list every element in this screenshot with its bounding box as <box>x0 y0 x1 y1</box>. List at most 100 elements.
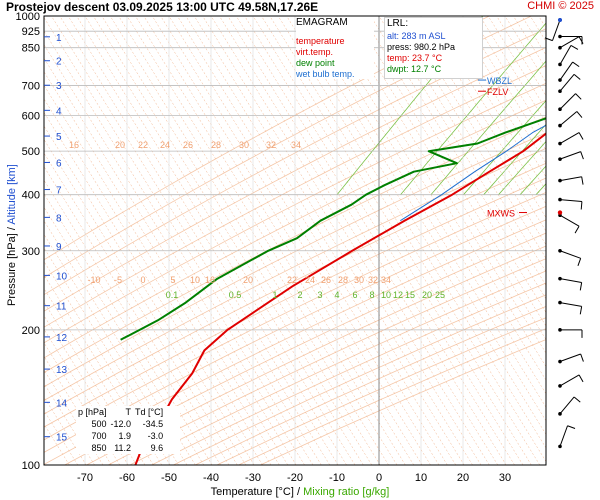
isotherm-line <box>177 16 456 465</box>
isotherm-line <box>44 274 162 465</box>
isotherm-line <box>44 193 213 465</box>
isotherm-line <box>471 16 546 137</box>
wind-barb-staff <box>559 250 581 259</box>
isotherm-line <box>479 16 546 124</box>
isotherm-line <box>143 16 423 465</box>
isotherm-label: 22 <box>287 275 297 285</box>
wind-barb-flag <box>575 93 582 100</box>
isotherm-line <box>387 16 546 273</box>
isotherm-line <box>44 328 129 465</box>
wind-barb <box>558 34 583 45</box>
isotherm-line <box>286 16 546 435</box>
lrl-dwpt: dwpt: 12.7 °C <box>387 64 442 74</box>
table-row: 700 1.9 -3.0 <box>76 430 165 442</box>
isotherm-line <box>109 16 389 465</box>
isotherm-line <box>269 16 546 462</box>
isotherm-line <box>244 16 524 465</box>
y-tick-label: 200 <box>22 325 40 337</box>
x-label-sep: / <box>297 486 301 498</box>
wind-barb-staff <box>559 425 568 447</box>
x-tick-label: -50 <box>161 472 177 484</box>
param-header-td: Td [°C] <box>135 407 164 417</box>
wind-barb-staff <box>559 374 580 387</box>
dry-adiabat-line <box>44 191 546 441</box>
dry-adiabat-line <box>44 116 546 373</box>
wind-barb-dot <box>558 34 562 39</box>
wind-barb-dot <box>558 248 562 253</box>
surface-wind-dot <box>558 17 562 22</box>
isotherm-label: 34 <box>381 275 391 285</box>
wind-barb-flag <box>570 44 579 50</box>
lrl-alt: alt: 283 m ASL <box>387 31 446 41</box>
isotherm-line <box>521 16 546 56</box>
altitude-tick-label: 1 <box>56 33 62 44</box>
isotherm-line <box>51 16 330 465</box>
isotherm-line <box>261 16 540 465</box>
wind-barb <box>558 44 579 67</box>
isotherm-line <box>59 16 339 465</box>
altitude-tick-label: 6 <box>56 158 62 169</box>
isotherm-line <box>378 16 546 286</box>
isotherm-line <box>44 206 204 465</box>
y-tick-label: 925 <box>22 26 40 38</box>
isotherm-line <box>538 16 546 29</box>
lrl-heading: LRL: <box>387 18 409 29</box>
mixing-ratio-line <box>559 16 600 195</box>
dry-adiabat-line <box>86 245 546 465</box>
x-tick-label: -20 <box>287 472 303 484</box>
wind-barb-flag <box>567 425 576 429</box>
isotherm-line <box>44 44 305 465</box>
wind-barb-staff <box>559 36 580 49</box>
x-label-mix: Mixing ratio [g/kg] <box>303 486 390 498</box>
altitude-tick-label: 13 <box>56 365 68 376</box>
table-cell: 850 <box>91 443 107 453</box>
wind-barb <box>558 132 584 146</box>
isotherm-line <box>118 16 398 465</box>
legend-item-temperature: temperature <box>296 36 345 46</box>
x-label-temp: Temperature [°C] <box>210 486 294 498</box>
wind-barb-dot <box>558 444 562 449</box>
isotherm-label: 16 <box>69 140 79 150</box>
wind-barb-dot <box>558 197 562 202</box>
isotherm-label: 20 <box>243 275 253 285</box>
x-tick-label: 30 <box>499 472 511 484</box>
isotherm-label: -10 <box>87 275 100 285</box>
y-tick-label: 500 <box>22 146 40 158</box>
wind-barb <box>558 151 584 161</box>
wind-barb-staff <box>559 93 576 110</box>
wind-barb <box>558 328 583 338</box>
wind-barb-dot <box>558 107 562 112</box>
isotherm-line <box>44 261 171 465</box>
dry-adiabat-line <box>44 147 546 401</box>
isotherm-line <box>252 16 532 465</box>
y-tick-label: 850 <box>22 43 40 55</box>
wind-barb-dot <box>558 157 562 161</box>
copyright-label: CHMI © 2025 <box>527 0 594 12</box>
dry-adiabat-line <box>44 82 546 344</box>
isotherm-line <box>420 16 546 219</box>
isotherm-line <box>311 16 546 395</box>
wind-barb <box>558 36 584 50</box>
wind-barb-staff <box>559 199 582 203</box>
wind-barb-dot <box>558 141 562 146</box>
altitude-tick-label: 10 <box>56 271 68 282</box>
isotherm-line <box>160 16 440 465</box>
table-cell: -3.0 <box>147 431 164 441</box>
isotherm-label: 10 <box>190 275 200 285</box>
altitude-tick-label: 14 <box>56 398 68 409</box>
wind-barb-staff <box>559 396 575 415</box>
dry-adiabat-line <box>173 294 546 465</box>
table-cell: 500 <box>91 419 107 429</box>
table-cell: -34.5 <box>142 419 164 429</box>
wind-barb-dot <box>558 384 562 388</box>
series-line-dew-point <box>120 117 546 341</box>
table-row: 500 -12.0 -34.5 <box>76 418 165 430</box>
wind-barb-staff <box>559 61 574 81</box>
isotherm-line <box>361 16 546 313</box>
wind-barb <box>558 300 583 315</box>
isotherm-line <box>44 125 255 465</box>
wind-barb <box>558 276 583 291</box>
wind-barb-dot <box>558 276 562 281</box>
isotherm-line <box>395 16 546 259</box>
wind-barb-dot <box>558 62 562 67</box>
